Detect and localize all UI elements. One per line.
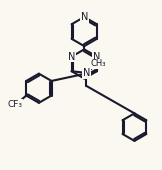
Text: N: N — [81, 12, 88, 22]
Text: N: N — [93, 52, 101, 62]
Text: CH₃: CH₃ — [91, 59, 106, 69]
Text: CF₃: CF₃ — [7, 100, 22, 109]
Text: N: N — [68, 52, 75, 62]
Text: N: N — [82, 68, 90, 78]
